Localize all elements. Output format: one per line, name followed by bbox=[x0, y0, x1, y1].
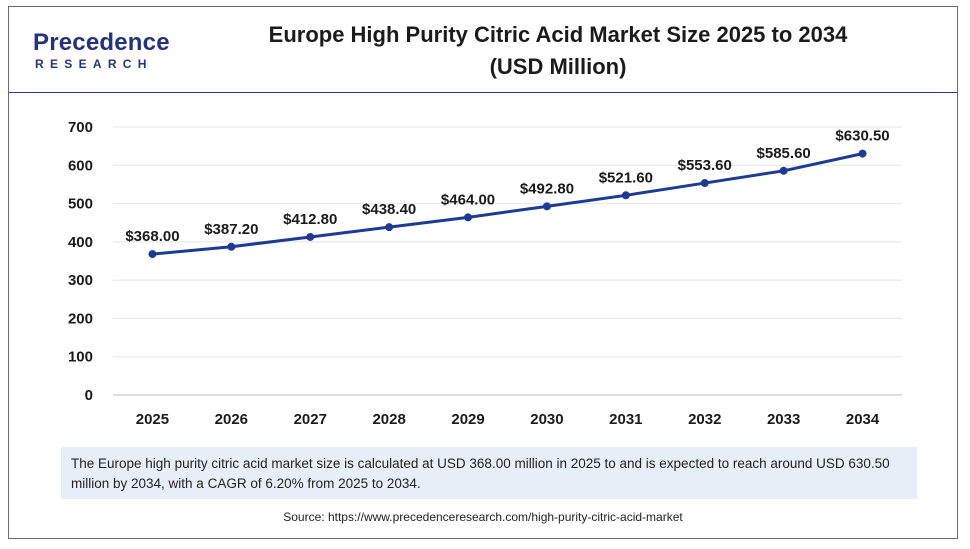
x-axis: 2025 2026 2027 2028 2029 2030 2031 2032 2033 2034 bbox=[113, 394, 902, 428]
x-tick-label: 2026 bbox=[215, 411, 248, 428]
y-axis: 0 100 200 300 400 500 600 700 bbox=[68, 119, 93, 404]
y-tick-label: 400 bbox=[68, 234, 93, 251]
x-tick-label: 2028 bbox=[372, 411, 405, 428]
chart-title: Europe High Purity Citric Acid Market Si… bbox=[199, 19, 917, 83]
x-tick-label: 2025 bbox=[136, 411, 169, 428]
y-tick-label: 200 bbox=[68, 310, 93, 327]
x-tick-label: 2031 bbox=[609, 411, 642, 428]
data-label: $553.60 bbox=[678, 157, 732, 174]
data-label: $438.40 bbox=[362, 201, 416, 218]
data-label: $464.00 bbox=[441, 191, 495, 208]
gridlines bbox=[113, 126, 902, 358]
brand-logo: Precedence RESEARCH bbox=[33, 29, 183, 79]
data-point bbox=[385, 223, 394, 232]
data-point bbox=[542, 202, 551, 211]
x-tick-label: 2033 bbox=[767, 411, 800, 428]
data-point bbox=[621, 191, 630, 200]
data-label: $630.50 bbox=[835, 128, 889, 145]
y-tick-label: 600 bbox=[68, 157, 93, 174]
chart-frame: Precedence RESEARCH Europe High Purity C… bbox=[8, 6, 958, 539]
data-label: $585.60 bbox=[757, 145, 811, 162]
data-labels: $368.00 $387.20 $412.80 $438.40 $464.00 $492.… bbox=[125, 128, 889, 246]
source-text: Source: https://www.precedenceresearch.c… bbox=[283, 510, 683, 524]
x-tick-label: 2027 bbox=[294, 411, 327, 428]
data-point bbox=[148, 250, 157, 259]
x-tick-label: 2030 bbox=[530, 411, 563, 428]
series-line bbox=[148, 149, 867, 259]
data-point bbox=[779, 166, 788, 175]
description-box: The Europe high purity citric acid marke… bbox=[61, 447, 917, 499]
y-tick-label: 0 bbox=[85, 387, 93, 404]
data-label: $387.20 bbox=[204, 221, 258, 238]
x-tick-label: 2032 bbox=[688, 411, 721, 428]
data-label: $521.60 bbox=[599, 169, 653, 186]
x-tick-label: 2029 bbox=[451, 411, 484, 428]
data-point bbox=[227, 242, 236, 251]
y-tick-label: 300 bbox=[68, 272, 93, 289]
header: Precedence RESEARCH Europe High Purity C… bbox=[9, 7, 957, 93]
y-tick-label: 700 bbox=[68, 119, 93, 136]
logo-wordmark: Precedence bbox=[33, 29, 170, 56]
logo-subtitle: RESEARCH bbox=[35, 57, 153, 71]
data-label: $368.00 bbox=[125, 228, 179, 245]
x-tick-label: 2034 bbox=[846, 411, 880, 428]
data-point bbox=[306, 232, 315, 241]
chart-title-line-1: Europe High Purity Citric Acid Market Si… bbox=[268, 22, 848, 47]
data-point bbox=[700, 179, 709, 188]
y-tick-label: 100 bbox=[68, 349, 93, 366]
y-tick-label: 500 bbox=[68, 196, 93, 213]
data-point bbox=[858, 149, 867, 158]
data-point bbox=[464, 213, 473, 222]
data-label: $412.80 bbox=[283, 211, 337, 228]
data-label: $492.80 bbox=[520, 180, 574, 197]
series-polyline bbox=[152, 152, 863, 256]
chart-title-line-2: (USD Million) bbox=[489, 54, 627, 79]
